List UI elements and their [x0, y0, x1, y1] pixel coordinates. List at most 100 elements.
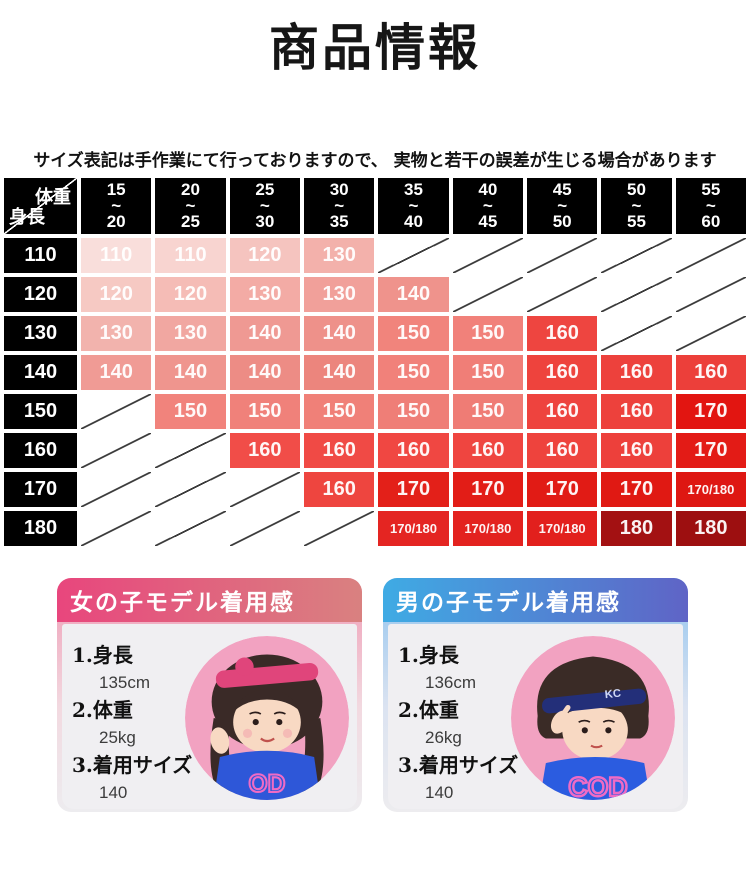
- size-cell: 160: [452, 433, 523, 468]
- size-cell: 170: [452, 472, 523, 507]
- empty-size-cell: [601, 238, 672, 273]
- boy-model-photo: KC COD: [511, 636, 675, 800]
- size-cell: 140: [378, 277, 449, 312]
- size-cell: 130: [229, 277, 300, 312]
- size-cell: 160: [601, 394, 672, 429]
- empty-size-cell: [675, 277, 746, 312]
- size-cell: 160: [527, 355, 598, 390]
- model-cards: 女の子モデル着用感 1.身長 135cm 2.体重 25kg 3.着用サイズ 140: [57, 578, 688, 812]
- size-cell: 150: [155, 394, 226, 429]
- empty-size-cell: [81, 394, 152, 429]
- weight-column-header: 45 ~ 50: [527, 178, 598, 234]
- height-row-header: 140: [4, 355, 77, 390]
- girl-card-title: 女の子モデル着用感: [70, 589, 295, 616]
- height-row-header: 170: [4, 472, 77, 507]
- girl-card-body: 1.身長 135cm 2.体重 25kg 3.着用サイズ 140: [62, 624, 357, 809]
- size-cell: 160: [304, 472, 375, 507]
- size-cell: 160: [527, 316, 598, 351]
- size-cell: 170/180: [527, 511, 598, 546]
- size-cell: 130: [304, 277, 375, 312]
- height-row-header: 130: [4, 316, 77, 351]
- size-cell: 140: [229, 355, 300, 390]
- size-cell: 130: [304, 238, 375, 273]
- spec-label: 3.着用サイズ: [398, 753, 519, 777]
- size-cell: 170: [378, 472, 449, 507]
- boy-spec-list: 1.身長 136cm 2.体重 26kg 3.着用サイズ 140: [398, 636, 573, 801]
- weight-column-header: 40 ~ 45: [452, 178, 523, 234]
- empty-size-cell: [527, 277, 598, 312]
- size-cell: 140: [155, 355, 226, 390]
- page-title: 商品情報: [269, 18, 481, 77]
- boy-card-body: 1.身長 136cm 2.体重 26kg 3.着用サイズ 140 KC: [388, 624, 683, 809]
- spec-value: 135cm: [99, 673, 151, 692]
- size-cell: 170/180: [452, 511, 523, 546]
- size-cell: 160: [527, 433, 598, 468]
- empty-size-cell: [229, 472, 300, 507]
- size-cell: 110: [155, 238, 226, 273]
- size-cell: 110: [81, 238, 152, 273]
- empty-size-cell: [155, 472, 226, 507]
- weight-column-header: 25 ~ 30: [229, 178, 300, 234]
- weight-axis-label: 体重: [35, 187, 71, 207]
- height-row-header: 120: [4, 277, 77, 312]
- size-cell: 150: [229, 394, 300, 429]
- size-cell: 160: [304, 433, 375, 468]
- size-cell: 170/180: [675, 472, 746, 507]
- empty-size-cell: [304, 511, 375, 546]
- spec-value: 140: [425, 783, 454, 802]
- weight-column-header: 15 ~ 20: [81, 178, 152, 234]
- spec-label: 1.身長: [398, 643, 459, 667]
- size-cell: 170: [527, 472, 598, 507]
- empty-size-cell: [81, 472, 152, 507]
- empty-size-cell: [229, 511, 300, 546]
- size-cell: 120: [229, 238, 300, 273]
- size-cell: 160: [229, 433, 300, 468]
- spec-label: 1.身長: [72, 643, 133, 667]
- size-cell: 180: [675, 511, 746, 546]
- size-cell: 150: [378, 316, 449, 351]
- size-cell: 170: [601, 472, 672, 507]
- weight-column-header: 50 ~ 55: [601, 178, 672, 234]
- size-cell: 150: [452, 316, 523, 351]
- height-row-header: 160: [4, 433, 77, 468]
- height-row-header: 150: [4, 394, 77, 429]
- empty-size-cell: [675, 316, 746, 351]
- height-row-header: 110: [4, 238, 77, 273]
- size-cell: 120: [81, 277, 152, 312]
- size-disclaimer-text: サイズ表記は手作業にて行っておりますので、 実物と若干の誤差が生じる場合がありま…: [33, 151, 717, 171]
- size-chart-table: 体重 身長 15 ~ 20 20 ~ 25 25 ~ 30 30 ~ 35 35 ~ 4…: [4, 178, 746, 546]
- size-cell: 150: [378, 355, 449, 390]
- weight-column-header: 20 ~ 25: [155, 178, 226, 234]
- boy-card-header: 男の子モデル着用感: [383, 578, 688, 622]
- size-cell: 140: [81, 355, 152, 390]
- empty-size-cell: [155, 433, 226, 468]
- size-cell: 140: [304, 316, 375, 351]
- svg-text:OD: OD: [249, 771, 286, 798]
- girl-model-photo: OD: [185, 636, 349, 800]
- size-cell: 150: [452, 394, 523, 429]
- girl-spec-list: 1.身長 135cm 2.体重 25kg 3.着用サイズ 140: [72, 636, 247, 801]
- size-cell: 140: [229, 316, 300, 351]
- weight-column-header: 30 ~ 35: [304, 178, 375, 234]
- empty-size-cell: [155, 511, 226, 546]
- svg-text:COD: COD: [568, 772, 627, 800]
- size-cell: 160: [675, 355, 746, 390]
- empty-size-cell: [675, 238, 746, 273]
- spec-label: 2.体重: [398, 698, 459, 722]
- size-cell: 170: [675, 394, 746, 429]
- size-cell: 150: [378, 394, 449, 429]
- size-cell: 180: [601, 511, 672, 546]
- spec-value: 25kg: [99, 728, 136, 747]
- svg-text:KC: KC: [604, 688, 621, 702]
- spec-value: 26kg: [425, 728, 462, 747]
- size-cell: 160: [601, 433, 672, 468]
- empty-size-cell: [601, 316, 672, 351]
- size-cell: 130: [81, 316, 152, 351]
- empty-size-cell: [81, 433, 152, 468]
- weight-column-header: 55 ~ 60: [675, 178, 746, 234]
- table-corner-cell: 体重 身長: [4, 178, 77, 234]
- empty-size-cell: [527, 238, 598, 273]
- spec-value: 140: [99, 783, 128, 802]
- empty-size-cell: [378, 238, 449, 273]
